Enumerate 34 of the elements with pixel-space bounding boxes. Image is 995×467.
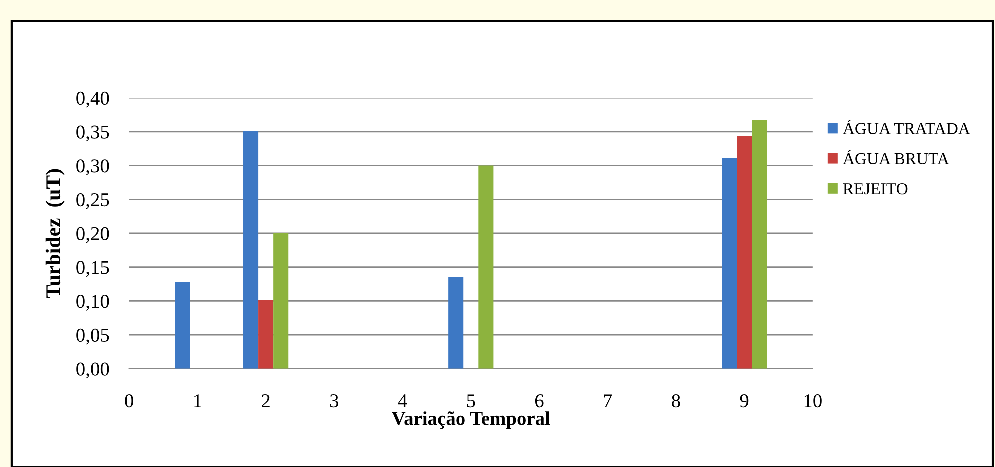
x-tick-label: 4 [398,394,408,408]
x-tick-label: 5 [467,394,476,408]
legend-label: ÁGUA TRATADA [843,120,970,134]
y-tick-label: 0,25 [76,193,110,210]
bar [737,136,752,369]
bar [478,166,494,369]
x-tick-label: 10 [804,394,822,408]
bar [175,282,190,369]
bar [448,278,464,369]
legend-label: REJEITO [843,183,908,195]
y-tick-label: 0,05 [76,328,110,345]
y-tick-label: 0,35 [76,126,110,142]
x-tick-label: 8 [672,394,680,408]
x-tick-label: 0 [125,394,134,408]
y-tick-label: 0,15 [76,261,110,278]
bar [274,234,289,369]
x-tick-label: 3 [330,394,339,408]
y-tick-label: 0,20 [76,227,110,244]
y-tick-label: 0,30 [76,160,110,176]
x-tick-label: 7 [604,394,612,408]
y-tick-label: 0,40 [76,92,110,108]
y-tick-label: 0,00 [76,362,110,379]
y-axis-title: Turbidez (uT) [46,169,65,298]
bar [244,131,259,369]
bar [722,158,738,369]
x-tick-label: 2 [262,394,270,408]
x-tick-label: 6 [535,394,544,408]
x-tick-label: 9 [740,394,749,408]
x-axis-title: Variação Temporal [392,412,550,430]
y-tick-label: 0,10 [76,295,110,311]
x-tick-label: 1 [194,394,202,408]
legend-label: ÁGUA BRUTA [843,150,950,165]
bar [752,120,768,369]
bar [258,300,274,369]
